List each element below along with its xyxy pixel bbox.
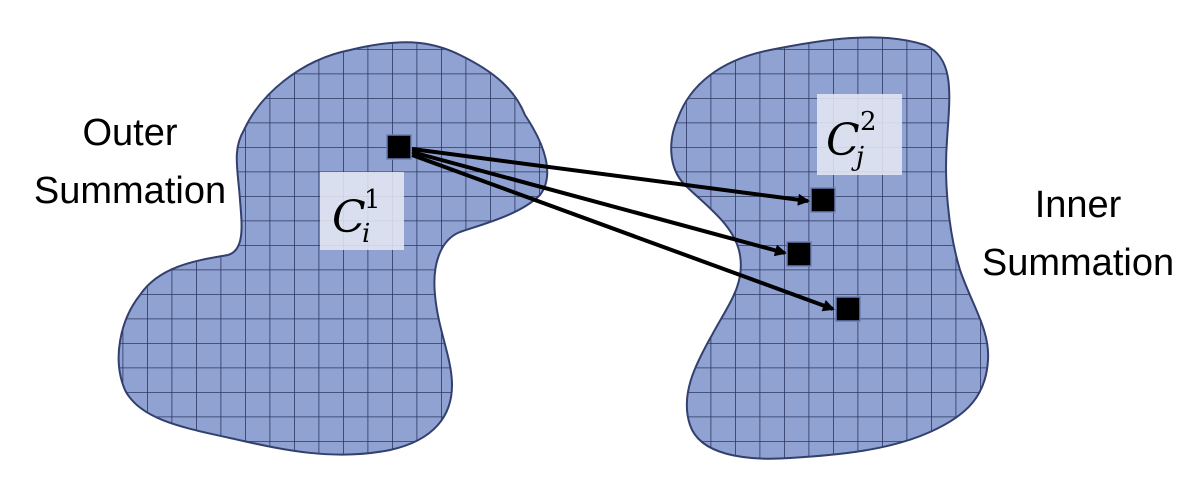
target-cell-3 xyxy=(835,296,861,322)
source-cell xyxy=(386,134,412,160)
target-cell-1 xyxy=(810,187,836,213)
cluster-2-box xyxy=(817,94,902,175)
cluster-1-box xyxy=(320,172,404,250)
cluster-2-label: C 2 j xyxy=(826,107,877,172)
inner-summation-label: Inner Summation xyxy=(968,176,1188,292)
inner-label-line-2: Summation xyxy=(981,242,1175,284)
arrow-to-target-cell-3 xyxy=(411,153,835,312)
outer-label-line-2: Summation xyxy=(33,170,227,212)
cluster-2-superscript: 2 xyxy=(860,107,877,137)
cluster-2-symbol: C xyxy=(826,115,860,166)
outer-label-line-1: Outer xyxy=(82,112,178,154)
outer-summation-label: Outer Summation xyxy=(15,104,245,220)
cluster-1-symbol: C xyxy=(332,192,366,243)
cluster-1-subscript: i xyxy=(362,219,370,249)
arrow-to-target-cell-2 xyxy=(411,150,787,257)
cluster-1-superscript: 1 xyxy=(364,185,381,215)
cluster-1-label: C 1 i xyxy=(332,185,381,249)
inner-label-line-1: Inner xyxy=(1034,184,1122,226)
arrow-to-target-cell-1 xyxy=(411,147,810,206)
target-cell-2 xyxy=(786,241,812,267)
